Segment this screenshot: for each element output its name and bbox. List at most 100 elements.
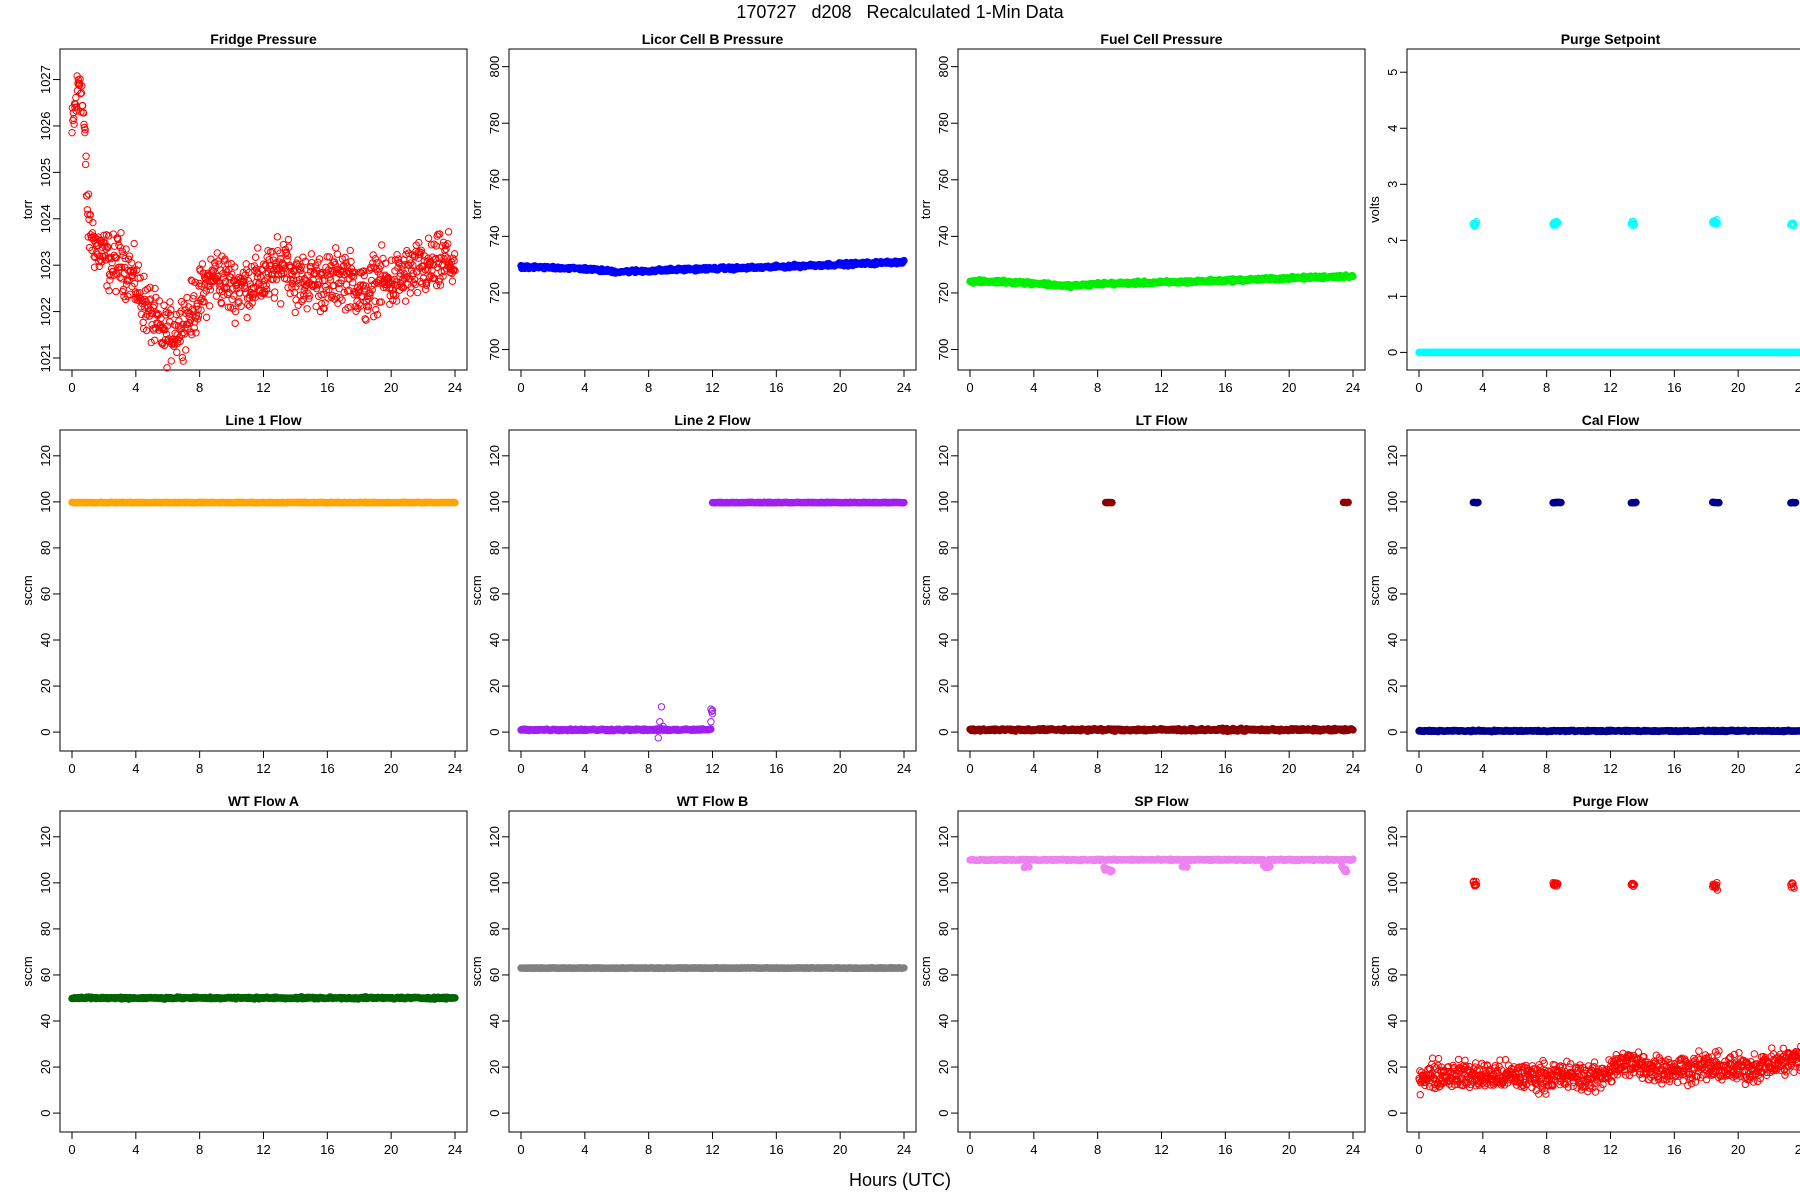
data-point (121, 254, 129, 263)
chart-title: Purge Setpoint (1561, 31, 1661, 47)
data-point (332, 292, 340, 301)
data-point (70, 120, 78, 128)
y-tick-label: 780 (936, 112, 951, 134)
data-point (70, 114, 78, 123)
data-point (297, 297, 306, 306)
data-point (390, 280, 398, 289)
data-point (349, 278, 357, 287)
data-point (375, 279, 383, 287)
data-point (297, 266, 305, 275)
data-point (235, 298, 243, 306)
y-tick-label: 0 (38, 728, 53, 735)
data-point (112, 287, 120, 296)
y-tick-label: 720 (936, 282, 951, 304)
data-point (231, 319, 239, 327)
data-point (127, 259, 136, 267)
data-point (202, 313, 211, 322)
data-point (396, 269, 405, 278)
plot-frame (59, 48, 468, 371)
data-point (290, 267, 298, 276)
data-point (360, 267, 368, 275)
data-point (108, 259, 116, 267)
data-point (413, 288, 422, 297)
data-point (294, 279, 303, 287)
x-tick-label: 20 (833, 380, 847, 395)
chart-title: Line 2 Flow (674, 412, 750, 428)
data-point (213, 249, 221, 257)
x-tick-label: 0 (1415, 761, 1422, 776)
data-point (155, 297, 164, 305)
x-tick-label: 16 (1667, 380, 1681, 395)
data-point (432, 281, 441, 290)
data-point (109, 230, 118, 238)
y-tick-label: 1026 (38, 112, 53, 141)
data-point (231, 307, 240, 316)
data-point (451, 266, 459, 275)
data-point (78, 101, 87, 110)
data-point (103, 282, 111, 290)
data-point (179, 357, 187, 365)
data-point (273, 233, 282, 241)
data-point (450, 250, 459, 258)
y-tick-label: 100 (38, 491, 53, 513)
data-point (330, 281, 338, 290)
data-point (84, 190, 93, 198)
data-point (412, 241, 420, 249)
data-point (90, 263, 99, 271)
data-point (182, 346, 190, 354)
data-point (450, 265, 458, 274)
data-point (392, 297, 401, 305)
data-point (417, 246, 426, 255)
data-point (1554, 218, 1562, 227)
data-point (1472, 218, 1481, 226)
data-point (167, 357, 175, 365)
x-tick-label: 20 (1731, 761, 1745, 776)
data-point (72, 93, 80, 102)
data-point (160, 301, 168, 309)
data-point (187, 276, 195, 284)
data-point (418, 279, 426, 288)
data-point (78, 82, 86, 90)
data-point (170, 320, 178, 329)
data-point (242, 289, 250, 297)
data-point (401, 260, 409, 269)
x-tick-label: 24 (448, 761, 462, 776)
data-point (436, 281, 445, 289)
data-point (224, 303, 233, 311)
x-tick-label: 8 (645, 761, 652, 776)
x-tick-label: 4 (132, 761, 139, 776)
y-tick-label: 60 (936, 587, 951, 601)
data-point (179, 328, 188, 337)
data-point (1712, 218, 1721, 227)
plot-frame (508, 48, 917, 371)
data-point (333, 250, 342, 258)
data-point (268, 247, 276, 256)
data-point (166, 298, 174, 306)
data-point (369, 312, 378, 321)
data-point (1790, 221, 1798, 230)
plot-frame (59, 429, 468, 752)
y-tick-label: 80 (487, 541, 502, 555)
data-point (216, 279, 224, 288)
x-tick-label: 0 (966, 380, 973, 395)
data-point (369, 259, 377, 267)
data-point (435, 230, 444, 238)
data-point (110, 242, 119, 250)
data-points (1415, 216, 1800, 357)
y-tick-label: 720 (487, 282, 502, 304)
data-points (68, 498, 459, 507)
x-tick-label: 24 (448, 380, 462, 395)
data-point (163, 322, 172, 330)
data-point (176, 337, 184, 346)
data-point (338, 296, 346, 304)
data-point (188, 330, 196, 339)
x-tick-label: 24 (1346, 761, 1360, 776)
data-point (371, 255, 380, 263)
x-tick-label: 20 (833, 761, 847, 776)
data-point (202, 287, 210, 295)
y-axis-label: torr (20, 199, 35, 219)
data-point (142, 313, 150, 321)
data-point (81, 125, 89, 134)
